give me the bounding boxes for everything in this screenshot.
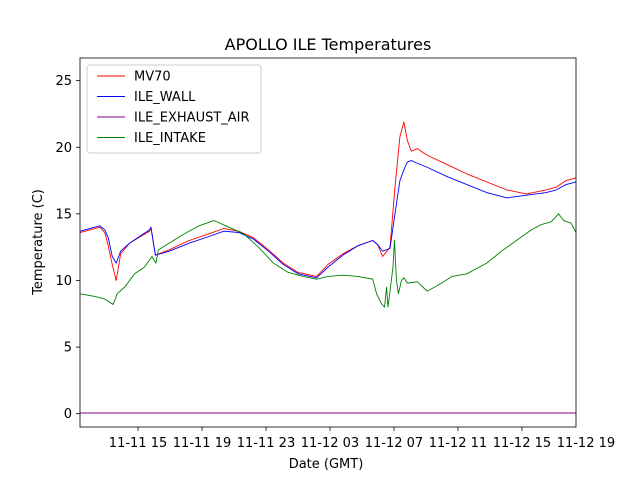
chart-title: APOLLO ILE Temperatures	[225, 35, 432, 54]
legend-frame	[86, 64, 262, 154]
x-tick-label: 11-12 15	[493, 436, 551, 451]
axes-frame	[79, 57, 577, 428]
y-tick-label: 5	[64, 341, 72, 356]
legend-label: ILE_INTAKE	[134, 131, 206, 146]
x-tick-label: 11-12 19	[557, 436, 615, 451]
y-tick-label: 20	[55, 141, 72, 156]
x-tick-label: 11-12 03	[301, 436, 359, 451]
y-tick-label: 0	[64, 407, 72, 422]
x-tick-label: 11-12 07	[365, 436, 423, 451]
legend-items: MV70 ILE_WALL ILE_EXHAUST_AIR ILE_INTAKE	[97, 70, 250, 146]
x-tick-label: 11-12 11	[429, 436, 487, 451]
x-tick-label: 11-11 23	[237, 436, 295, 451]
legend-label: ILE_EXHAUST_AIR	[134, 111, 250, 126]
series-line-ile-intake	[79, 213, 577, 308]
y-tick-label: 25	[55, 74, 72, 89]
y-tick-label: 10	[55, 274, 72, 289]
y-axis-label: Temperature (C)	[31, 189, 46, 296]
series-layer	[79, 121, 577, 414]
x-axis: 11-11 15 11-11 19 11-11 23 11-12 03 11-12 07…	[109, 427, 615, 451]
y-tick-label: 15	[55, 207, 72, 222]
series-line-ile-wall	[79, 160, 577, 279]
y-axis: 0 5 10 15 20 25	[55, 74, 80, 422]
legend-label: MV70	[134, 70, 171, 85]
x-axis-label: Date (GMT)	[289, 457, 364, 472]
x-tick-label: 11-11 15	[109, 436, 167, 451]
legend: MV70 ILE_WALL ILE_EXHAUST_AIR ILE_INTAKE	[86, 64, 262, 154]
legend-label: ILE_WALL	[134, 90, 196, 105]
x-tick-label: 11-11 19	[173, 436, 231, 451]
